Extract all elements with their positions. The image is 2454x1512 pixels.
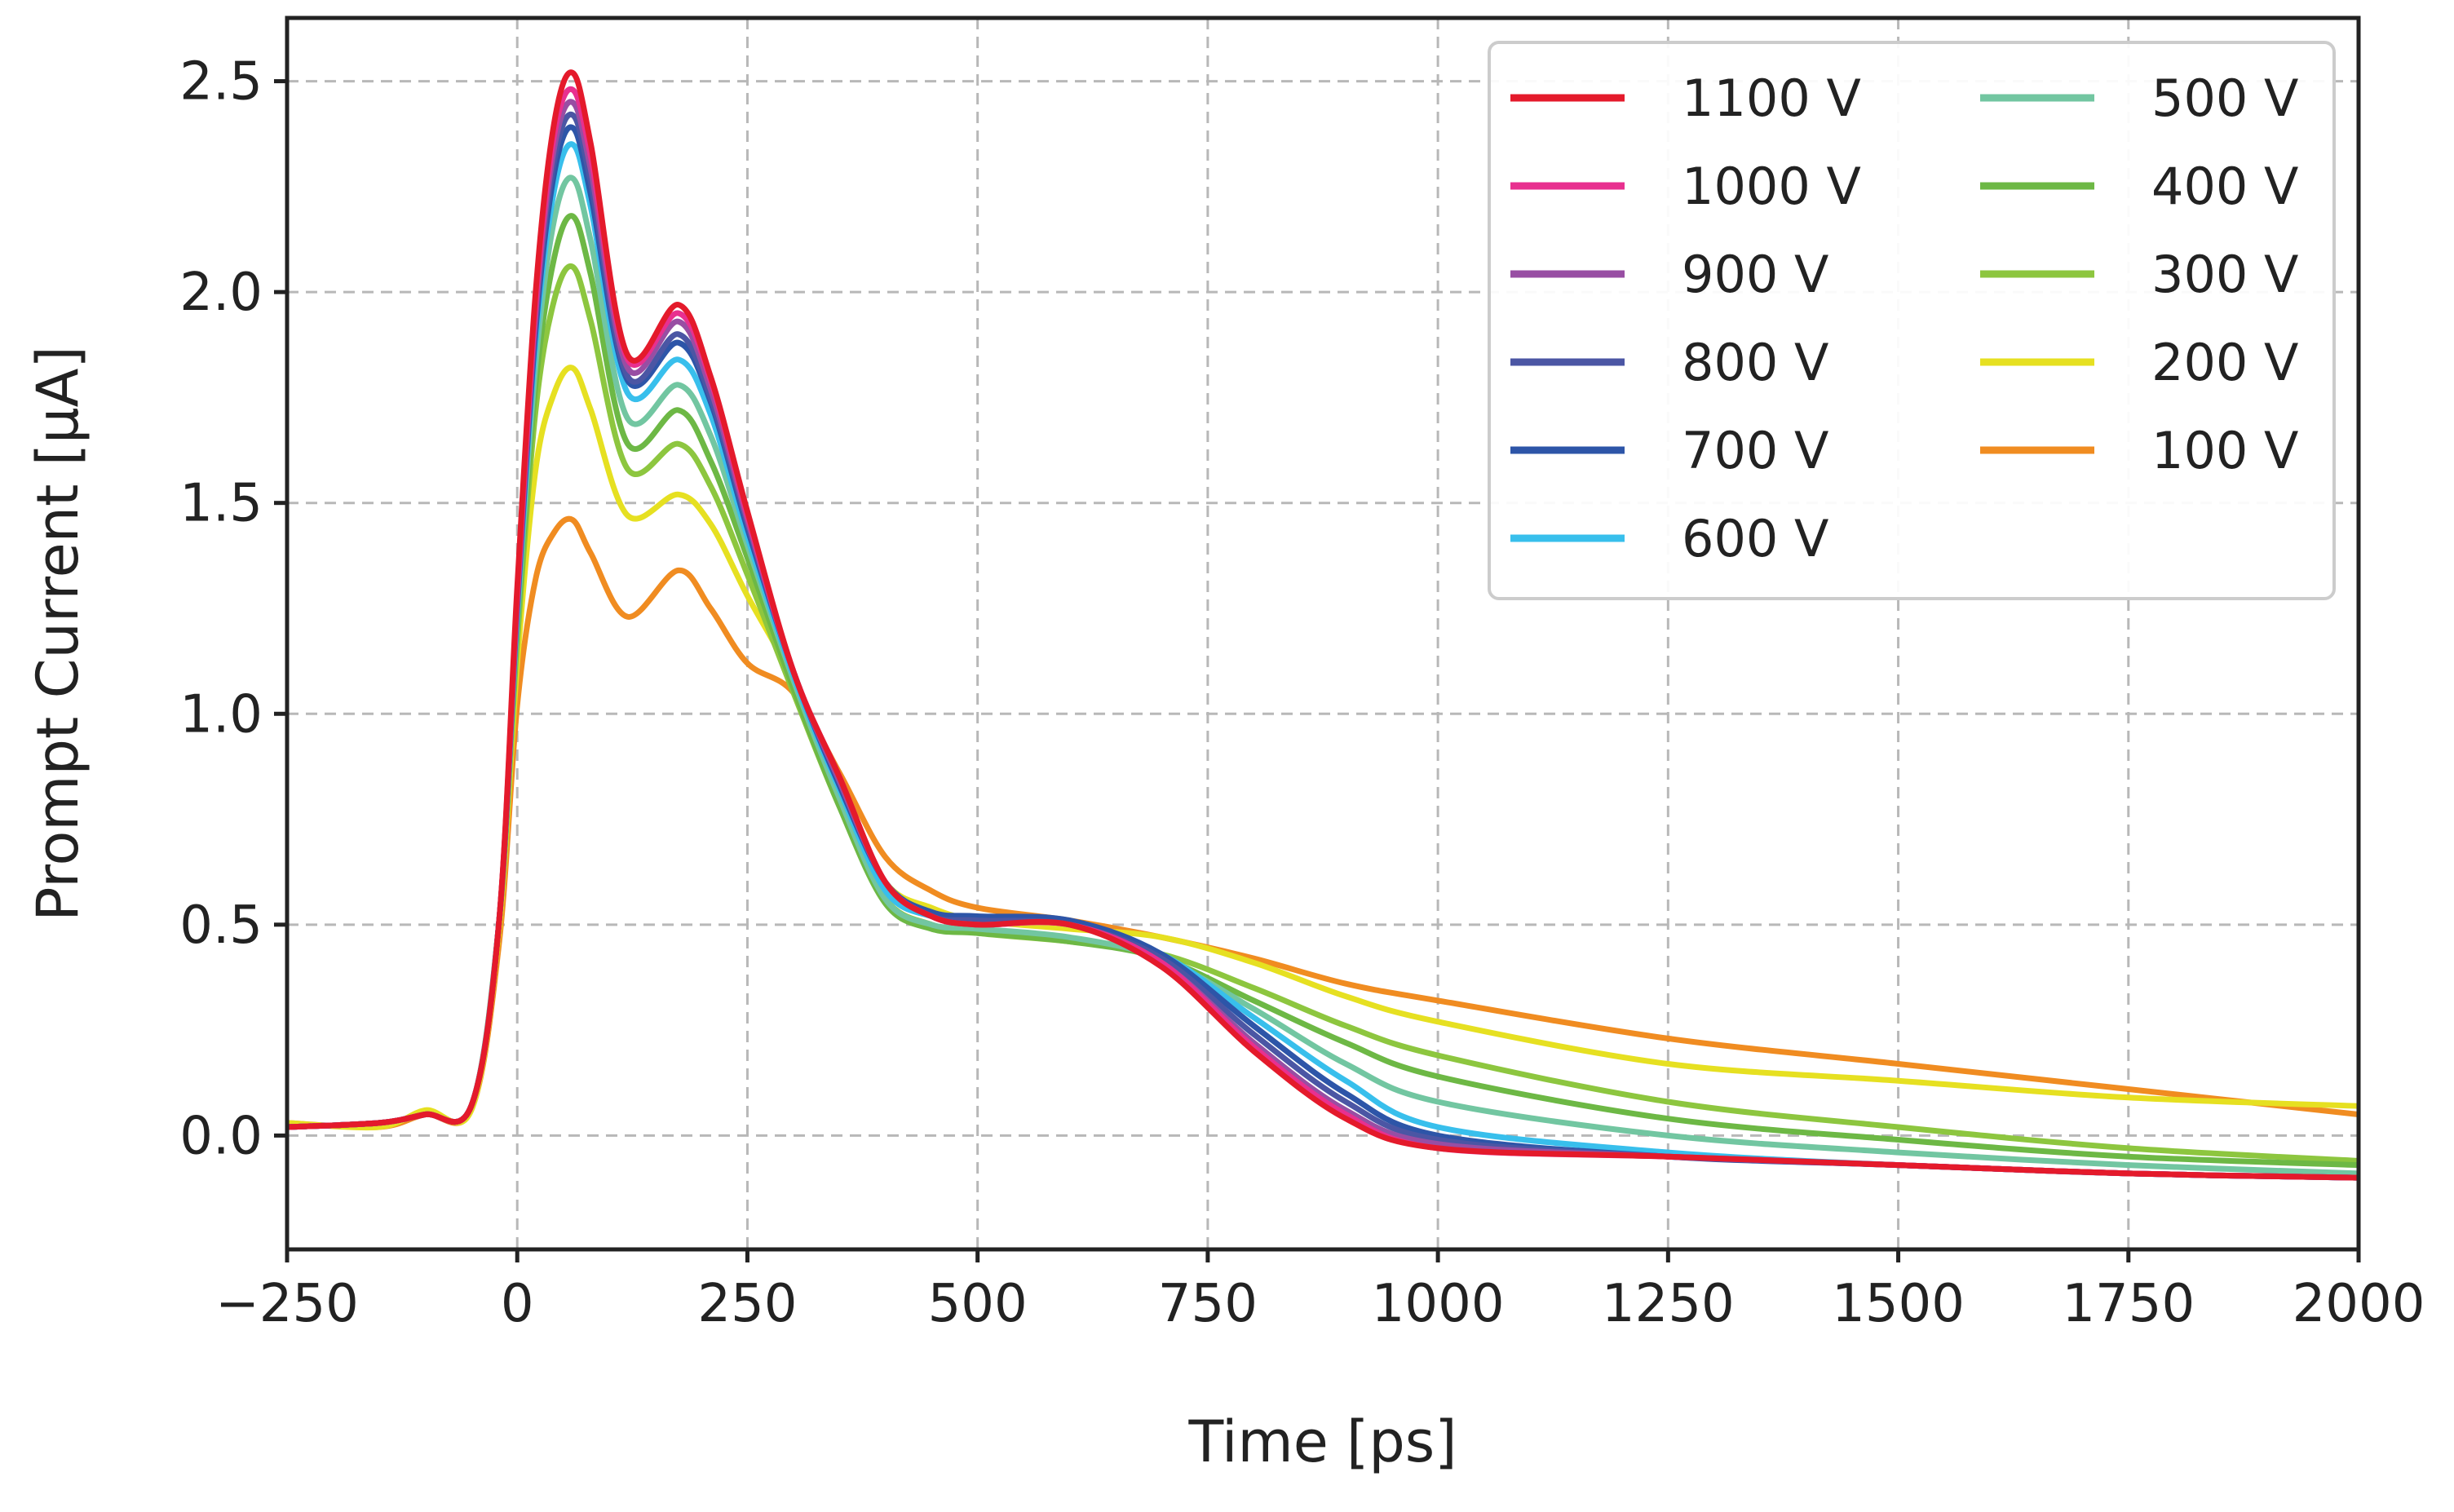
legend-label: 900 V <box>1682 245 1828 304</box>
x-tick-label: 250 <box>697 1274 797 1334</box>
legend-label: 1000 V <box>1682 157 1861 216</box>
legend-label: 600 V <box>1682 509 1828 568</box>
x-tick-label: 2000 <box>2293 1274 2425 1334</box>
x-tick-label: 1000 <box>1372 1274 1505 1334</box>
legend-label: 500 V <box>2151 69 2298 128</box>
legend-frame <box>1488 41 2336 600</box>
series-line-1100-v <box>287 69 2359 1181</box>
x-tick-label: −250 <box>215 1274 359 1334</box>
x-tick-label: 1750 <box>2062 1274 2195 1334</box>
x-tick-label: 0 <box>501 1274 534 1334</box>
y-tick-label: 1.5 <box>179 474 263 534</box>
legend-label: 200 V <box>2151 333 2298 392</box>
x-tick-label: 1500 <box>1832 1274 1965 1334</box>
y-axis-label: Prompt Current [µA] <box>24 346 91 922</box>
legend-entries: 1100 V 1000 V 900 V 800 V 700 V 600 V 500 V 400… <box>1510 69 2298 568</box>
y-tick-label: 1.0 <box>179 684 263 745</box>
legend-label: 700 V <box>1682 421 1828 480</box>
y-tick-label: 2.0 <box>179 263 263 323</box>
plot-frame <box>285 15 2361 1252</box>
y-axis-ticks: 0.0 0.5 1.0 1.5 2.0 2.5 <box>179 52 287 1166</box>
legend-label: 1100 V <box>1682 69 1861 128</box>
x-tick-label: 1250 <box>1602 1274 1735 1334</box>
x-axis-ticks: −250 0 250 500 750 1000 1250 1500 1750 2000 <box>215 1249 2425 1334</box>
legend-label: 100 V <box>2151 421 2298 480</box>
y-tick-label: 0.5 <box>179 895 263 956</box>
x-tick-label: 500 <box>928 1274 1028 1334</box>
x-axis-label: Time [ps] <box>1187 1408 1457 1475</box>
series-lines <box>287 69 2359 1181</box>
legend-label: 300 V <box>2151 245 2298 304</box>
y-tick-label: 0.0 <box>179 1106 263 1166</box>
legend: 1100 V 1000 V 900 V 800 V 700 V 600 V 500 V 400… <box>1488 41 2336 600</box>
x-tick-label: 750 <box>1158 1274 1258 1334</box>
legend-label: 800 V <box>1682 333 1828 392</box>
legend-label: 400 V <box>2151 157 2298 216</box>
y-tick-label: 2.5 <box>179 52 263 113</box>
